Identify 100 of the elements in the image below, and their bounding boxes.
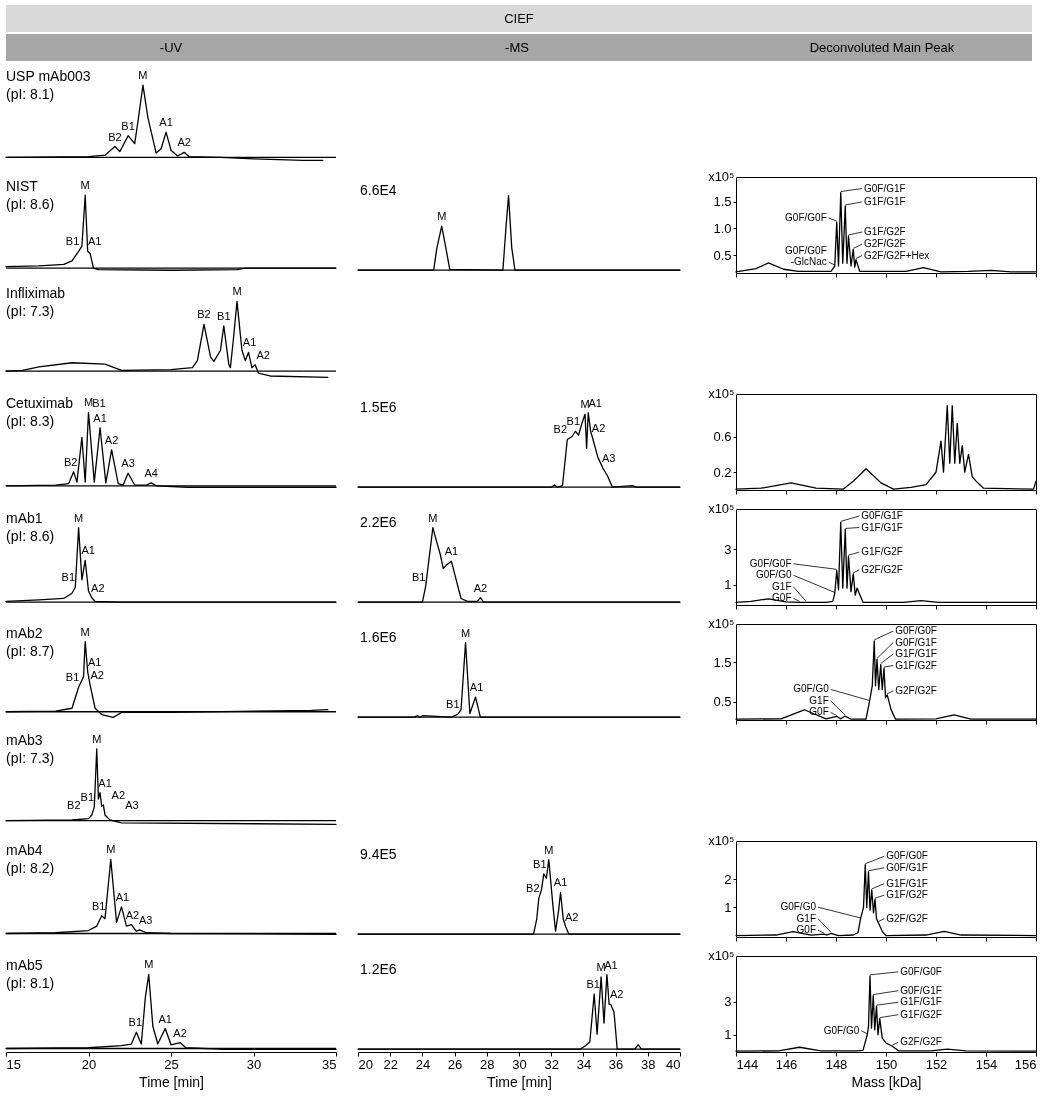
annotation: A1: [87, 655, 102, 668]
annotation: G0F/G0: [793, 683, 830, 695]
annotation: 2.2E6: [360, 514, 397, 530]
chart-subtitle: (pI: 8.6): [6, 196, 55, 212]
x-axis-title: Time [min]: [487, 1073, 552, 1090]
annotation: A1: [604, 958, 618, 971]
annotation: 9.4E5: [360, 846, 397, 862]
annotation: A2: [177, 136, 191, 149]
annotation: M: [144, 958, 154, 971]
annotation: G2F/G2F: [900, 1036, 942, 1048]
annotation: B1: [566, 415, 581, 428]
chart-title: mAb1: [6, 510, 43, 526]
annotation: A1: [444, 545, 459, 558]
y-axis-title: x10⁵: [708, 500, 735, 516]
annotation: G1F/G1F: [861, 521, 903, 533]
annotation: G1F/G2F: [900, 1008, 942, 1020]
y-tick-label: 0.6: [713, 429, 732, 445]
x-tick-label: 38: [641, 1056, 656, 1072]
annotation: M: [437, 210, 447, 223]
annotation: 1.5E6: [360, 399, 397, 415]
annotation: G0F/G1F: [900, 984, 942, 996]
annotation: A1: [158, 1012, 172, 1025]
x-tick-label: 150: [875, 1056, 898, 1072]
annotation: B1: [446, 698, 460, 711]
annotation: G0F/G1F: [861, 510, 903, 521]
annotation: B1: [80, 791, 95, 804]
annotation: 1.6E6: [360, 629, 397, 645]
annotation: M: [580, 398, 590, 411]
annotation: B1: [91, 899, 106, 912]
x-tick-label: 28: [480, 1056, 495, 1072]
x-tick-label: 40: [666, 1056, 681, 1072]
x-tick-label: 20: [81, 1056, 97, 1072]
annotation: G0F/G0F: [749, 557, 792, 569]
annotation: G0F: [796, 924, 816, 936]
x-tick-label: 22: [383, 1056, 398, 1072]
annotation: G0F/G0F -GlcNac: [785, 245, 827, 268]
y-tick-label: 3: [724, 994, 732, 1010]
chart-subtitle: (pI: 8.3): [6, 413, 55, 429]
annotation: G1F: [796, 912, 816, 924]
y-axis-title: x10⁵: [708, 832, 735, 848]
x-tick-label: 152: [925, 1056, 948, 1072]
annotation: G1F/G2F: [886, 889, 928, 901]
annotation: A2: [564, 910, 579, 923]
annotation: G1F: [772, 580, 792, 592]
x-tick-label: 24: [415, 1056, 431, 1072]
x-tick-label: 26: [447, 1056, 463, 1072]
x-axis-title: Mass [kDa]: [851, 1073, 922, 1090]
annotation: G1F: [809, 694, 829, 706]
chart-title: mAb4: [6, 842, 43, 858]
annotation: A2: [125, 908, 140, 921]
annotation: B1: [533, 857, 547, 870]
x-tick-label: 20: [358, 1056, 373, 1072]
annotation: G0F/G0: [755, 569, 792, 581]
annotation: B1: [411, 570, 426, 583]
annotation: G1F/G1F: [864, 195, 906, 207]
x-tick-label: 30: [512, 1056, 527, 1072]
annotation: M: [232, 285, 242, 298]
annotation: M: [74, 511, 84, 524]
annotation: G0F/G0F: [886, 850, 928, 862]
chart-title: mAb5: [6, 957, 43, 973]
annotation: A1: [588, 396, 602, 409]
annotation: G0F/G1F: [886, 861, 928, 873]
annotation: A1: [469, 681, 484, 694]
annotation: B2: [63, 455, 78, 468]
chart-title: USP mAb003: [6, 68, 91, 84]
y-tick-label: 1.0: [713, 220, 732, 236]
x-axis-title: Time [min]: [139, 1073, 204, 1090]
x-tick-label: 35: [322, 1056, 337, 1072]
chart-subtitle: (pI: 8.1): [6, 975, 55, 991]
y-tick-label: 1: [724, 577, 732, 593]
y-axis-title: x10⁵: [708, 168, 735, 184]
x-tick-label: 154: [975, 1056, 998, 1072]
text: -UV: [159, 39, 183, 55]
annotation: G0F: [809, 706, 829, 718]
annotation: G0F/G0F: [895, 625, 937, 636]
annotation: A2: [104, 433, 119, 446]
annotation: G2F/G2F: [886, 912, 928, 924]
annotation: A3: [125, 798, 139, 811]
x-tick-label: 34: [576, 1056, 592, 1072]
annotation: A1: [87, 235, 102, 248]
annotation: A2: [256, 348, 270, 361]
chart-subtitle: (pI: 7.3): [6, 750, 55, 766]
chart-subtitle: (pI: 8.6): [6, 528, 55, 544]
annotation: A4: [144, 466, 158, 479]
annotation: G1F/G2F: [895, 659, 937, 671]
y-tick-label: 0.2: [713, 464, 732, 480]
chart-title: NIST: [6, 178, 39, 194]
y-tick-label: 1: [724, 1027, 732, 1043]
annotation: B2: [553, 423, 568, 436]
annotation: B1: [128, 1016, 143, 1029]
chart-subtitle: (pI: 8.2): [6, 860, 55, 876]
annotation: B2: [197, 308, 211, 321]
annotation: M: [80, 179, 90, 192]
y-axis-title: x10⁵: [708, 947, 735, 963]
annotation: A2: [610, 988, 624, 1001]
chart-subtitle: (pI: 8.7): [6, 643, 55, 659]
annotation: G0F/G1F: [895, 636, 937, 648]
x-tick-label: 156: [1014, 1056, 1037, 1072]
annotation: G2F/G2F: [861, 563, 903, 575]
annotation: G0F/G0F: [900, 965, 942, 977]
